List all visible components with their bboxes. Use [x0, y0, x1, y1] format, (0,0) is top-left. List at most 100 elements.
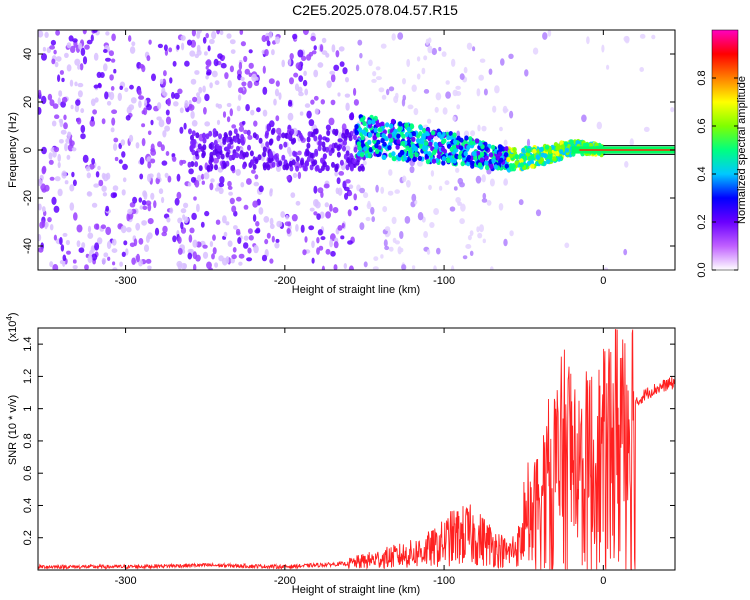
heat-signal-cell: [460, 161, 465, 167]
heat-noise-cell: [329, 70, 336, 75]
heat-noise-cell: [188, 234, 193, 243]
heat-noise-cell: [105, 57, 111, 62]
heat-band-cell: [314, 128, 319, 135]
heat-signal-cell: [448, 131, 453, 137]
heat-noise-cell: [304, 88, 309, 96]
heat-noise-cell: [302, 249, 307, 256]
heat-noise-cell: [57, 153, 61, 162]
heat-noise-cell: [391, 33, 396, 41]
heat-signal-cell: [418, 125, 424, 131]
heat-signal-cell: [548, 153, 553, 159]
heat-noise-cell: [268, 78, 275, 85]
heat-band-cell: [306, 136, 311, 143]
heat-noise-cell: [438, 46, 442, 52]
heatmap-y-tick-label: 0: [22, 147, 34, 153]
heat-noise-cell: [97, 82, 102, 88]
heat-noise-cell: [194, 70, 200, 75]
heat-band-cell: [269, 152, 273, 159]
heat-noise-cell: [426, 118, 432, 124]
heat-noise-cell: [79, 63, 84, 71]
heat-band-cell: [278, 160, 283, 167]
heat-noise-cell: [71, 147, 77, 152]
heat-noise-cell: [154, 227, 160, 236]
heat-noise-cell: [228, 191, 234, 196]
heat-noise-cell: [98, 179, 104, 187]
heat-noise-cell: [324, 202, 329, 208]
heat-noise-cell: [119, 261, 123, 267]
heat-noise-cell: [81, 242, 86, 249]
heat-signal-cell: [354, 124, 359, 130]
heat-signal-cell: [392, 156, 397, 162]
heat-noise-cell: [463, 66, 468, 74]
heat-signal-cell: [393, 128, 398, 134]
heat-noise-cell: [108, 50, 114, 57]
heat-noise-cell: [160, 144, 165, 152]
heat-noise-cell: [623, 248, 628, 256]
heat-noise-cell: [75, 99, 81, 106]
heat-noise-cell: [44, 31, 49, 38]
heat-noise-cell: [469, 250, 474, 256]
heat-noise-cell: [455, 197, 461, 203]
heat-noise-cell: [226, 102, 232, 108]
heat-band-cell: [252, 132, 257, 139]
heat-noise-cell: [77, 82, 84, 88]
heat-noise-cell: [325, 124, 331, 131]
heat-noise-cell: [261, 34, 267, 43]
heat-signal-cell: [404, 122, 409, 128]
heat-band-cell: [344, 129, 349, 135]
heat-band-cell: [262, 151, 267, 158]
heat-noise-cell: [129, 84, 134, 90]
snr-x-label: Height of straight line (km): [292, 584, 420, 596]
heat-noise-cell: [441, 51, 447, 57]
heat-noise-cell: [423, 231, 428, 238]
heat-noise-cell: [308, 225, 315, 231]
heat-noise-cell: [125, 115, 131, 121]
heat-noise-cell: [343, 263, 347, 269]
heat-band-cell: [265, 141, 270, 148]
heat-signal-cell: [559, 140, 564, 146]
heat-signal-cell: [357, 145, 362, 151]
heat-noise-cell: [345, 77, 349, 83]
heat-noise-cell: [93, 84, 99, 89]
heat-noise-cell: [176, 44, 180, 50]
heat-noise-cell: [262, 109, 268, 117]
heat-noise-cell: [103, 49, 108, 53]
heat-noise-cell: [61, 77, 65, 83]
heat-noise-cell: [258, 185, 264, 193]
heat-band-cell: [334, 130, 339, 137]
heat-noise-cell: [433, 208, 439, 215]
heat-band-cell: [271, 127, 276, 134]
heat-noise-cell: [42, 165, 47, 174]
heat-band-cell: [195, 132, 200, 139]
heat-noise-cell: [72, 179, 77, 187]
heat-noise-cell: [453, 186, 458, 191]
heat-signal-cell: [372, 135, 377, 141]
heat-noise-cell: [231, 205, 237, 213]
heat-signal-cell: [380, 137, 385, 144]
heat-band-cell: [314, 148, 319, 155]
heat-noise-cell: [596, 121, 602, 130]
heat-band-cell: [246, 129, 251, 136]
heat-noise-cell: [90, 98, 96, 107]
heat-band-cell: [223, 132, 228, 138]
heat-noise-cell: [196, 174, 202, 182]
heat-noise-cell: [433, 265, 437, 270]
heat-noise-cell: [407, 104, 414, 110]
heat-noise-cell: [137, 89, 142, 96]
heat-signal-cell: [431, 150, 437, 156]
heat-signal-cell: [506, 157, 511, 163]
heat-noise-cell: [246, 257, 253, 262]
heat-noise-cell: [226, 116, 231, 123]
heat-signal-cell: [427, 135, 432, 141]
heat-signal-cell: [395, 144, 400, 150]
heat-noise-cell: [183, 202, 189, 209]
heat-noise-cell: [122, 163, 128, 170]
heatmap-y-tick-label: -20: [22, 190, 34, 206]
heat-noise-cell: [490, 266, 494, 270]
heat-noise-cell: [256, 107, 261, 113]
heat-band-cell: [318, 140, 323, 147]
heat-noise-cell: [147, 130, 152, 136]
heat-noise-cell: [91, 202, 98, 208]
heat-noise-cell: [148, 39, 152, 45]
heat-noise-cell: [146, 104, 152, 111]
